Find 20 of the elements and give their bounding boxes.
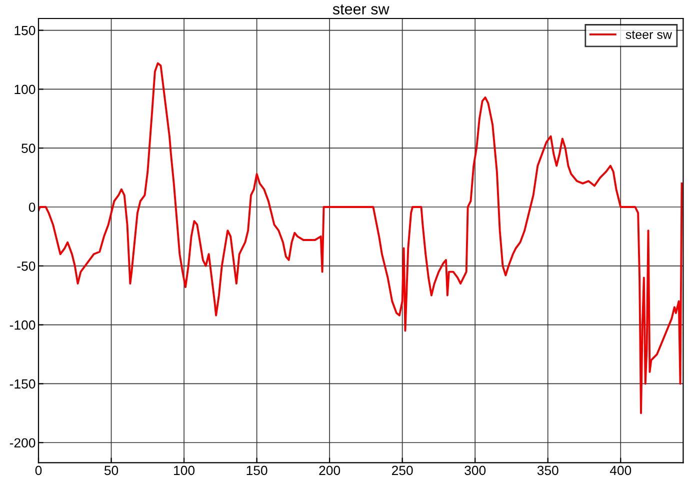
x-tick-label: 150 bbox=[246, 466, 268, 476]
y-tick-label: 0 bbox=[28, 202, 36, 212]
y-tick-label: -50 bbox=[17, 261, 36, 271]
x-tick-label: 300 bbox=[464, 466, 486, 476]
y-tick-label: -150 bbox=[10, 379, 36, 389]
x-tick-label: 350 bbox=[537, 466, 558, 476]
y-tick-label: -100 bbox=[10, 320, 36, 330]
x-tick-label: 50 bbox=[104, 466, 118, 476]
y-tick-label: 50 bbox=[22, 144, 36, 154]
x-tick-label: 200 bbox=[319, 466, 340, 476]
legend-label: steer sw bbox=[626, 30, 672, 39]
x-tick-label: 100 bbox=[174, 466, 195, 476]
y-tick-label: 150 bbox=[14, 26, 36, 36]
line-series bbox=[38, 62, 683, 414]
x-tick-label: 400 bbox=[610, 466, 632, 476]
x-tick-label: 250 bbox=[392, 466, 413, 476]
chart-title: steer sw bbox=[332, 4, 390, 14]
y-tick-label: 100 bbox=[14, 84, 36, 94]
x-tick-label: 0 bbox=[35, 466, 42, 476]
y-tick-label: -200 bbox=[10, 438, 36, 448]
